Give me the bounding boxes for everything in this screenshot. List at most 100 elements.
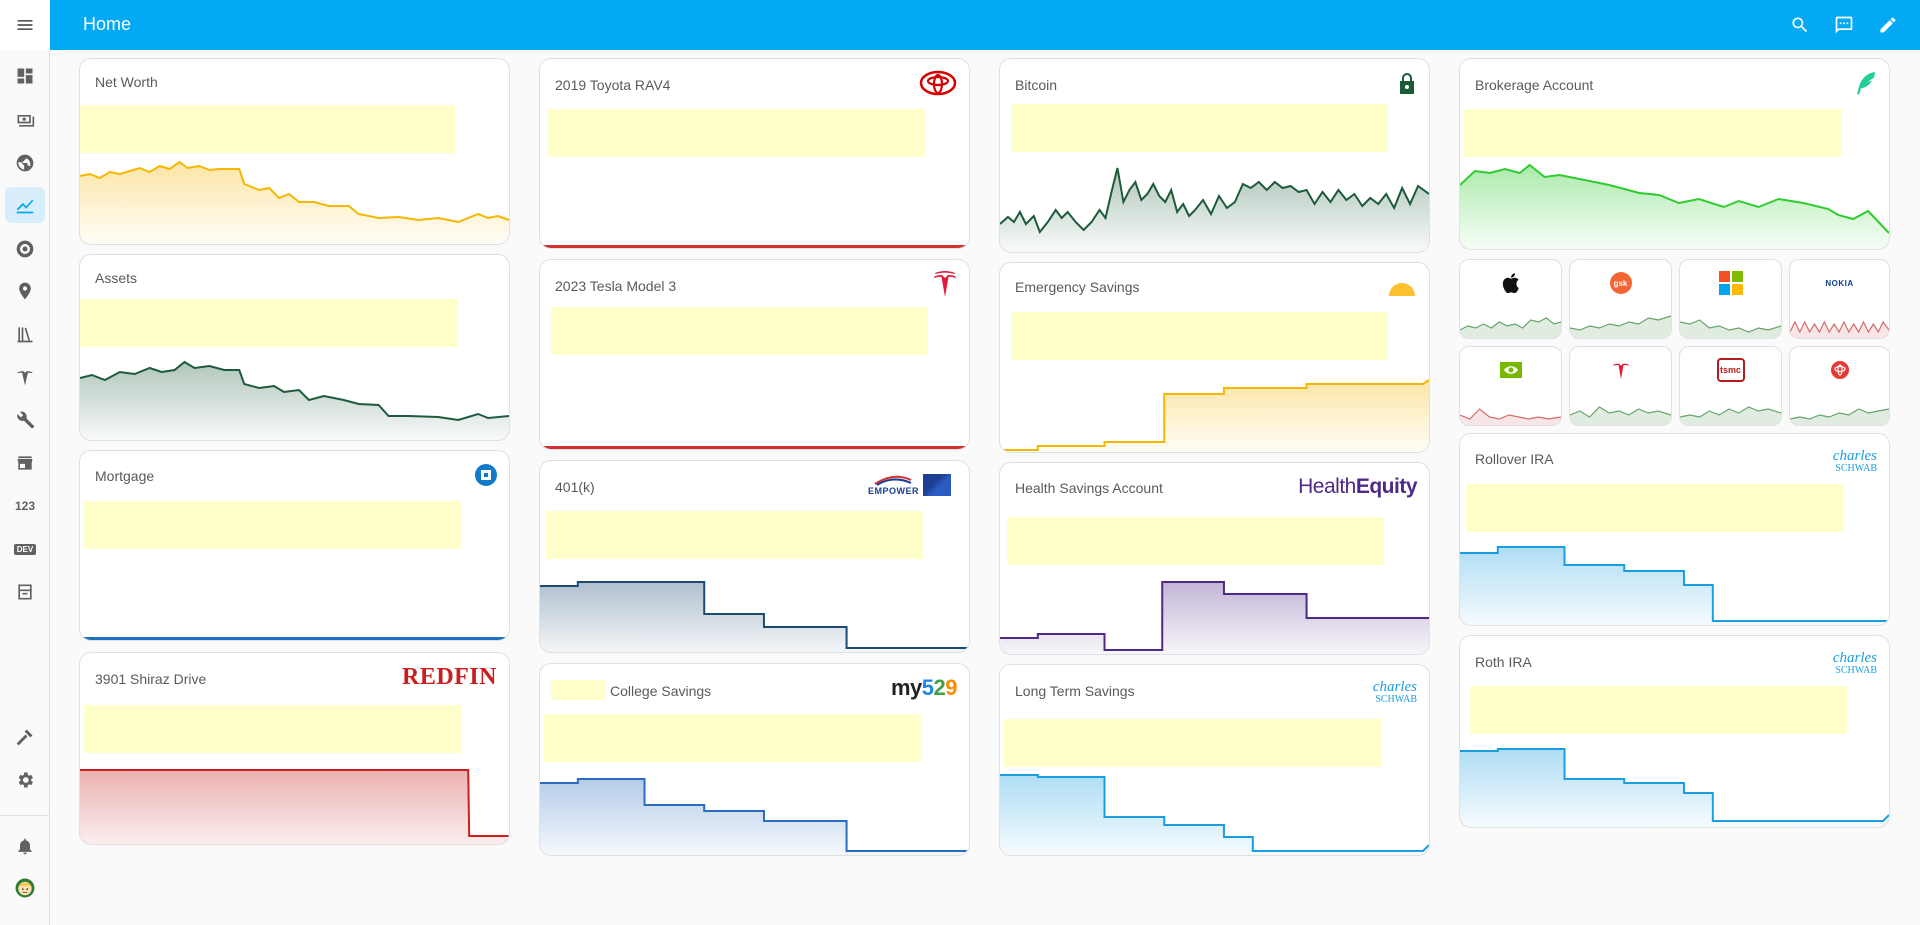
dashboard-icon[interactable] [5,58,45,94]
my529-logo-9: 9 [945,675,957,700]
bitcoin-card[interactable]: Bitcoin [999,58,1430,253]
card-value [1011,312,1388,360]
health-savings-card[interactable]: Health Savings Account HealthEquity [999,462,1430,655]
bell-icon[interactable] [5,828,45,864]
dev-icon[interactable]: DEV [5,531,45,567]
card-value-small [551,680,606,700]
card-value [84,705,461,753]
brokerage-account-card[interactable]: Brokerage Account [1459,58,1890,250]
nokia-logo: NOKIA [1790,270,1889,296]
stock-nokia-tile[interactable]: NOKIA [1789,259,1890,339]
shiraz-chart [80,769,509,844]
settings-icon[interactable] [5,762,45,798]
card-value [1464,109,1841,157]
tesla-sparkline [1570,406,1671,425]
avatar[interactable] [5,870,45,906]
roth-chart [1460,748,1889,827]
401k-card[interactable]: 401(k) EMPOWER [539,460,970,653]
tsmc-sparkline [1680,406,1781,425]
tesla-logo [1570,357,1671,383]
nokia-sparkline [1790,320,1889,338]
long-term-savings-card[interactable]: Long Term Savings charles SCHWAB [999,664,1430,856]
map-pin-icon[interactable] [5,273,45,309]
assets-chart [80,360,509,440]
wrench-icon[interactable] [5,402,45,438]
menu-icon[interactable] [0,0,50,50]
emergency-savings-card[interactable]: Emergency Savings [999,262,1430,453]
cash-icon[interactable] [5,102,45,138]
card-title: College Savings [610,683,712,699]
schwab-logo-schwab: SCHWAB [1835,463,1877,474]
redfin-logo-text: REDFIN [401,663,497,690]
card-value [551,307,928,355]
card-title: Health Savings Account [1015,480,1163,496]
stock-nvidia-tile[interactable] [1459,346,1562,426]
toyota-sparkline [1790,408,1889,425]
card-value [1004,719,1381,767]
stock-apple-tile[interactable] [1459,259,1562,339]
tesla-model-3-card[interactable]: 2023 Tesla Model 3 [539,259,970,450]
sidebar-divider [0,815,50,816]
card-value [548,109,925,157]
empower-logo: EMPOWER [868,471,951,499]
card-title: 3901 Shiraz Drive [95,671,207,687]
stock-tesla-tile[interactable] [1569,346,1672,426]
net-worth-card[interactable]: Net Worth [79,58,510,245]
my529-logo-2: 2 [933,675,946,700]
globe-icon[interactable] [5,145,45,181]
gsk-logo: gsk [1570,270,1671,296]
toyota-small-logo [1790,357,1889,383]
stock-gsk-tile[interactable]: gsk [1569,259,1672,339]
schwab-logo: charles SCHWAB [1833,648,1877,676]
card-value [80,299,458,347]
roth-ira-card[interactable]: Roth IRA charles SCHWAB [1459,635,1890,828]
tsmc-logo-text: tsmc [1719,365,1741,375]
card-title: 2019 Toyota RAV4 [555,77,671,93]
assets-card[interactable]: Assets [79,254,510,441]
schwab-logo-schwab: SCHWAB [1835,665,1877,676]
schwab-logo-charles: charles [1372,679,1417,695]
rollover-ira-card[interactable]: Rollover IRA charles SCHWAB [1459,433,1890,626]
my529-logo-my: my [890,675,922,700]
college-savings-card[interactable]: College Savings my529 [539,663,970,856]
card-title: Roth IRA [1475,654,1532,670]
mortgage-chart-line [80,637,509,640]
card-title: Mortgage [95,468,155,484]
card-title: Long Term Savings [1015,683,1135,699]
card-value [546,511,923,559]
mortgage-card[interactable]: Mortgage [79,450,510,641]
stock-toyota-tile[interactable] [1789,346,1890,426]
stock-microsoft-tile[interactable] [1679,259,1782,339]
numbers-icon[interactable]: 123 [5,488,45,524]
schwab-logo-charles: charles [1832,650,1877,666]
target-icon[interactable] [5,231,45,267]
toyota-logo [919,69,957,97]
college-chart [540,778,969,855]
search-icon[interactable] [1788,13,1812,37]
schwab-logo: charles SCHWAB [1373,677,1417,705]
assist-chat-icon[interactable] [1832,13,1856,37]
microsoft-logo [1680,270,1781,296]
apple-logo [1460,270,1561,296]
partner-flag-logo [923,474,951,496]
apple-sparkline [1460,317,1561,338]
healthequity-logo-b: Equity [1355,475,1418,498]
bitcoin-chart [1000,167,1429,252]
shiraz-drive-card[interactable]: 3901 Shiraz Drive REDFIN [79,652,510,845]
robinhood-feather-logo [1855,69,1877,97]
top-app-bar: Home [50,0,1920,50]
dev-label: DEV [13,543,37,555]
library-icon[interactable] [5,316,45,352]
edit-pencil-icon[interactable] [1876,13,1900,37]
tesla-icon[interactable] [5,359,45,395]
toyota-rav4-card[interactable]: 2019 Toyota RAV4 [539,58,970,249]
hammer-icon[interactable] [5,719,45,755]
card-value [84,501,461,549]
store-icon[interactable] [5,445,45,481]
stock-tsmc-tile[interactable]: tsmc [1679,346,1782,426]
chart-icon[interactable] [5,187,45,223]
card-title: Bitcoin [1015,77,1058,93]
card-value [544,714,921,762]
archive-icon[interactable] [5,574,45,610]
card-value [1466,484,1843,532]
